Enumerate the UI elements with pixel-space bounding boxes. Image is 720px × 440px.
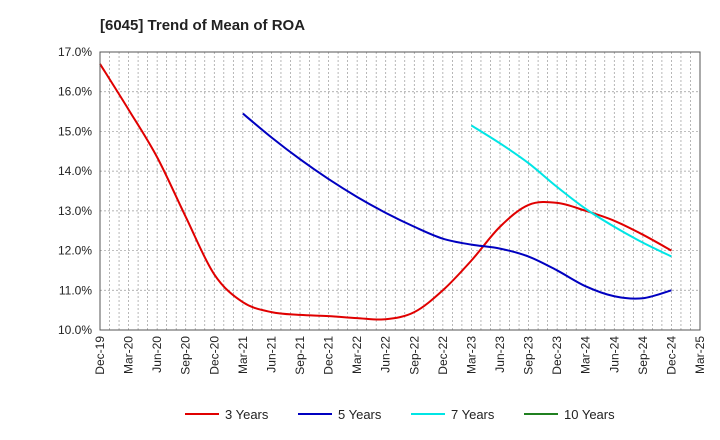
series-line-7-years <box>470 124 672 258</box>
y-tick-label: 17.0% <box>58 45 92 59</box>
x-tick-label: Mar-25 <box>693 336 707 374</box>
x-tick-label: Mar-21 <box>236 336 250 374</box>
series-line-5-years <box>242 112 672 300</box>
x-tick-label: Jun-22 <box>379 336 393 373</box>
x-tick-label: Mar-24 <box>579 336 593 374</box>
y-tick-label: 13.0% <box>58 204 92 218</box>
legend-label: 3 Years <box>225 407 269 422</box>
series-lines <box>99 63 672 321</box>
y-axis-ticks: 10.0% 11.0% 12.0% 13.0% 14.0% 15.0% 16.0% 17.0% <box>58 45 92 337</box>
x-tick-label: Sep-24 <box>636 336 650 375</box>
y-tick-label: 15.0% <box>58 124 92 138</box>
x-tick-label: Jun-20 <box>150 336 164 373</box>
y-tick-label: 14.0% <box>58 164 92 178</box>
x-tick-label: Jun-24 <box>607 336 621 373</box>
plot-frame <box>99 51 701 331</box>
grid <box>99 51 701 331</box>
x-tick-label: Jun-21 <box>264 336 278 373</box>
x-tick-label: Dec-24 <box>664 336 678 375</box>
x-tick-label: Dec-21 <box>322 336 336 375</box>
x-tick-label: Dec-23 <box>550 336 564 375</box>
x-tick-label: Mar-22 <box>350 336 364 374</box>
x-tick-label: Mar-23 <box>464 336 478 374</box>
y-tick-label: 12.0% <box>58 244 92 258</box>
legend: 3 Years 5 Years 7 Years 10 Years <box>185 407 615 422</box>
legend-label: 10 Years <box>564 407 615 422</box>
x-axis-ticks: Dec-19 Mar-20 Jun-20 Sep-20 Dec-20 Mar-21 Jun-… <box>93 336 707 375</box>
x-tick-label: Sep-21 <box>293 336 307 375</box>
legend-label: 7 Years <box>451 407 495 422</box>
x-tick-label: Mar-20 <box>122 336 136 374</box>
x-tick-label: Jun-23 <box>493 336 507 373</box>
x-tick-label: Dec-22 <box>436 336 450 375</box>
y-tick-label: 10.0% <box>58 323 92 337</box>
x-tick-label: Dec-20 <box>207 336 221 375</box>
y-tick-label: 16.0% <box>58 85 92 99</box>
legend-label: 5 Years <box>338 407 382 422</box>
x-tick-label: Dec-19 <box>93 336 107 375</box>
x-tick-label: Sep-22 <box>407 336 421 375</box>
x-tick-label: Sep-23 <box>522 336 536 375</box>
x-tick-label: Sep-20 <box>179 336 193 375</box>
plot-area <box>100 52 700 330</box>
y-tick-label: 11.0% <box>59 283 92 297</box>
chart-title: [6045] Trend of Mean of ROA <box>100 17 305 34</box>
series-line-3-years <box>99 63 672 321</box>
